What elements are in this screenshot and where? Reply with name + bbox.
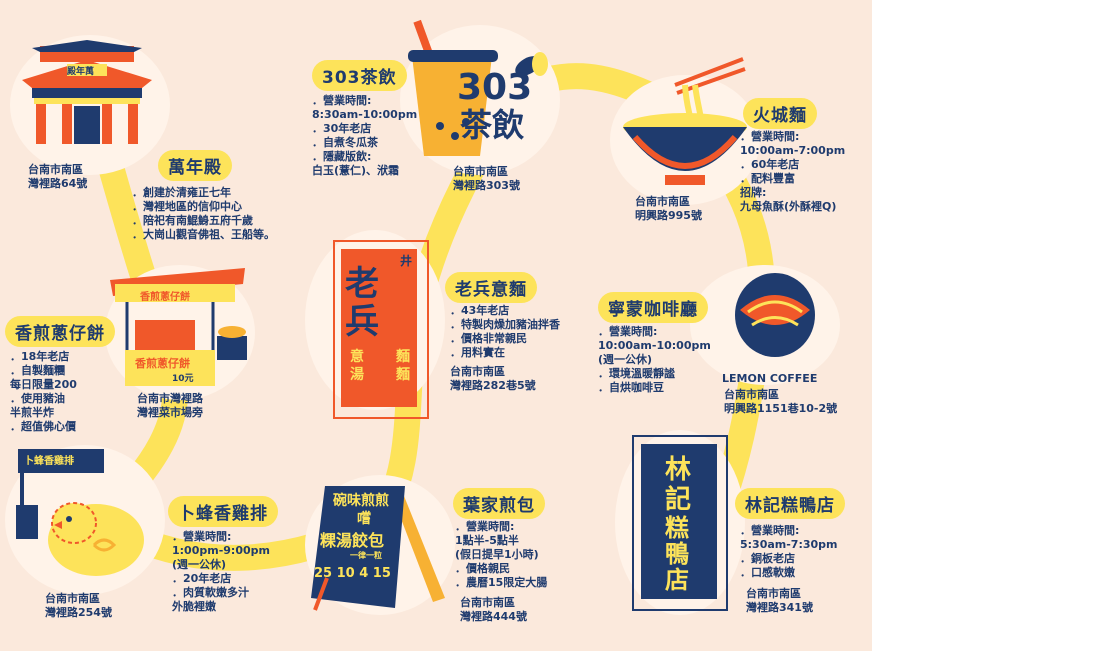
scallion-stall-sign: 香煎蔥仔餅 — [140, 292, 190, 303]
yejia-title: 葉家煎包 — [453, 488, 545, 519]
yejia-board-line1: 碗味煎煎 — [333, 493, 389, 509]
scallion-stall-price: 10元 — [172, 374, 194, 384]
yejia-board-illustration — [311, 486, 445, 611]
linji-address: 台南市南區 灣裡路341號 — [746, 587, 813, 614]
laobing-sign-mark: 井 — [400, 254, 413, 268]
yejia-board-line2: 嚐 — [357, 511, 371, 527]
yejia-board-prices: 25 10 4 15 — [314, 566, 391, 581]
laobing-info: ．43年老店 ．特製肉燥加豬油拌香 ．價格非常親民 ．用料實在 — [450, 304, 560, 359]
chicken-stall-illustration — [16, 449, 144, 576]
temple-illustration — [22, 40, 152, 144]
yejia-board-line4: 一律一粒 — [350, 551, 382, 560]
tea-cup-illustration — [408, 19, 548, 156]
chicken-address: 台南市南區 灣裡路254號 — [45, 592, 112, 619]
tea303-title: 303茶飲 — [312, 60, 407, 91]
scallion-title: 香煎蔥仔餅 — [5, 316, 115, 347]
noodle-bowl-illustration — [623, 57, 747, 185]
laobing-address: 台南市南區 灣裡路282巷5號 — [450, 365, 536, 392]
tea303-info: ．營業時間: 8:30am-10:00pm ．30年老店 ．自煮冬瓜茶 ．隱藏版… — [312, 94, 418, 177]
wanian-title: 萬年殿 — [158, 150, 232, 181]
tea303-address: 台南市南區 灣裡路303號 — [453, 165, 520, 192]
wanian-info: ．創建於清雍正七年 ．灣裡地區的信仰中心 ．陪祀有南鯤鯓五府千歲 ．大崗山觀音佛… — [132, 186, 275, 241]
scallion-stall-board: 香煎蔥仔餅 — [135, 357, 190, 370]
yejia-info: ．營業時間: 1點半-5點半 (假日提早1小時) ．價格親民 ．農曆15限定大腸 — [455, 520, 548, 589]
temple-sign: 殿年萬 — [67, 67, 95, 77]
scallion-stall-illustration — [110, 268, 247, 386]
wanian-address: 台南市南區 灣裡路64號 — [28, 163, 88, 190]
linji-sign-frame — [632, 435, 728, 611]
laobing-sign-big: 老兵 — [345, 264, 379, 342]
yejia-address: 台南市南區 灣裡路444號 — [460, 596, 527, 623]
laobing-sign — [341, 249, 417, 407]
tea-cup-text-2: 茶飲 — [460, 106, 525, 144]
lemon-info: ．營業時間: 10:00am-10:00pm (週一公休) ．環境溫暖靜謐 ．自… — [598, 325, 711, 394]
lemon-logo-text: LEMON COFFEE — [722, 372, 818, 385]
linji-info: ．營業時間: 5:30am-7:30pm ．銅板老店 ．口感軟嫩 — [740, 524, 838, 579]
huocheng-title: 火城麵 — [743, 98, 817, 129]
huocheng-info: ．營業時間: 10:00am-7:00pm ．60年老店 ．配料豐富 招牌: 九… — [740, 130, 846, 213]
huocheng-address: 台南市南區 明興路995號 — [635, 195, 702, 222]
tea-cup-text-1: 303 — [457, 67, 533, 108]
linji-sign-text-2: 糕鴨店 — [665, 514, 689, 594]
lemon-title: 寧蒙咖啡廳 — [598, 292, 708, 323]
food-map-poster: 殿年萬 台南市南區 灣裡路64號 萬年殿 ．創建於清雍正七年 ．灣裡地區的信仰中… — [0, 0, 872, 651]
laobing-sign-frame — [333, 240, 429, 419]
scallion-address: 台南市灣裡路 灣裡菜市場旁 — [137, 392, 203, 419]
laobing-sign-left: 意湯 — [350, 349, 364, 383]
laobing-sign-right: 麵麵 — [396, 349, 410, 383]
lemon-coffee-logo-illustration — [735, 273, 815, 357]
linji-sign-text-1: 林記 — [665, 455, 692, 515]
chicken-stall-sign: 卜蜂香雞排 — [24, 456, 74, 467]
scallion-info: ．18年老店 ．自製麵糰 每日限量200 ．使用豬油 半煎半炸 ．超值佛心價 — [10, 350, 77, 433]
chicken-title: 卜蜂香雞排 — [168, 496, 278, 527]
yejia-board-line3: 粿湯餃包 — [320, 531, 385, 550]
lemon-address: 台南市南區 明興路1151巷10-2號 — [724, 388, 838, 415]
laobing-title: 老兵意麵 — [445, 272, 537, 303]
linji-title: 林記糕鴨店 — [735, 488, 845, 519]
linji-sign — [641, 444, 717, 599]
chicken-info: ．營業時間: 1:00pm-9:00pm (週一公休) ．20年老店 ．肉質軟嫩… — [172, 530, 270, 613]
